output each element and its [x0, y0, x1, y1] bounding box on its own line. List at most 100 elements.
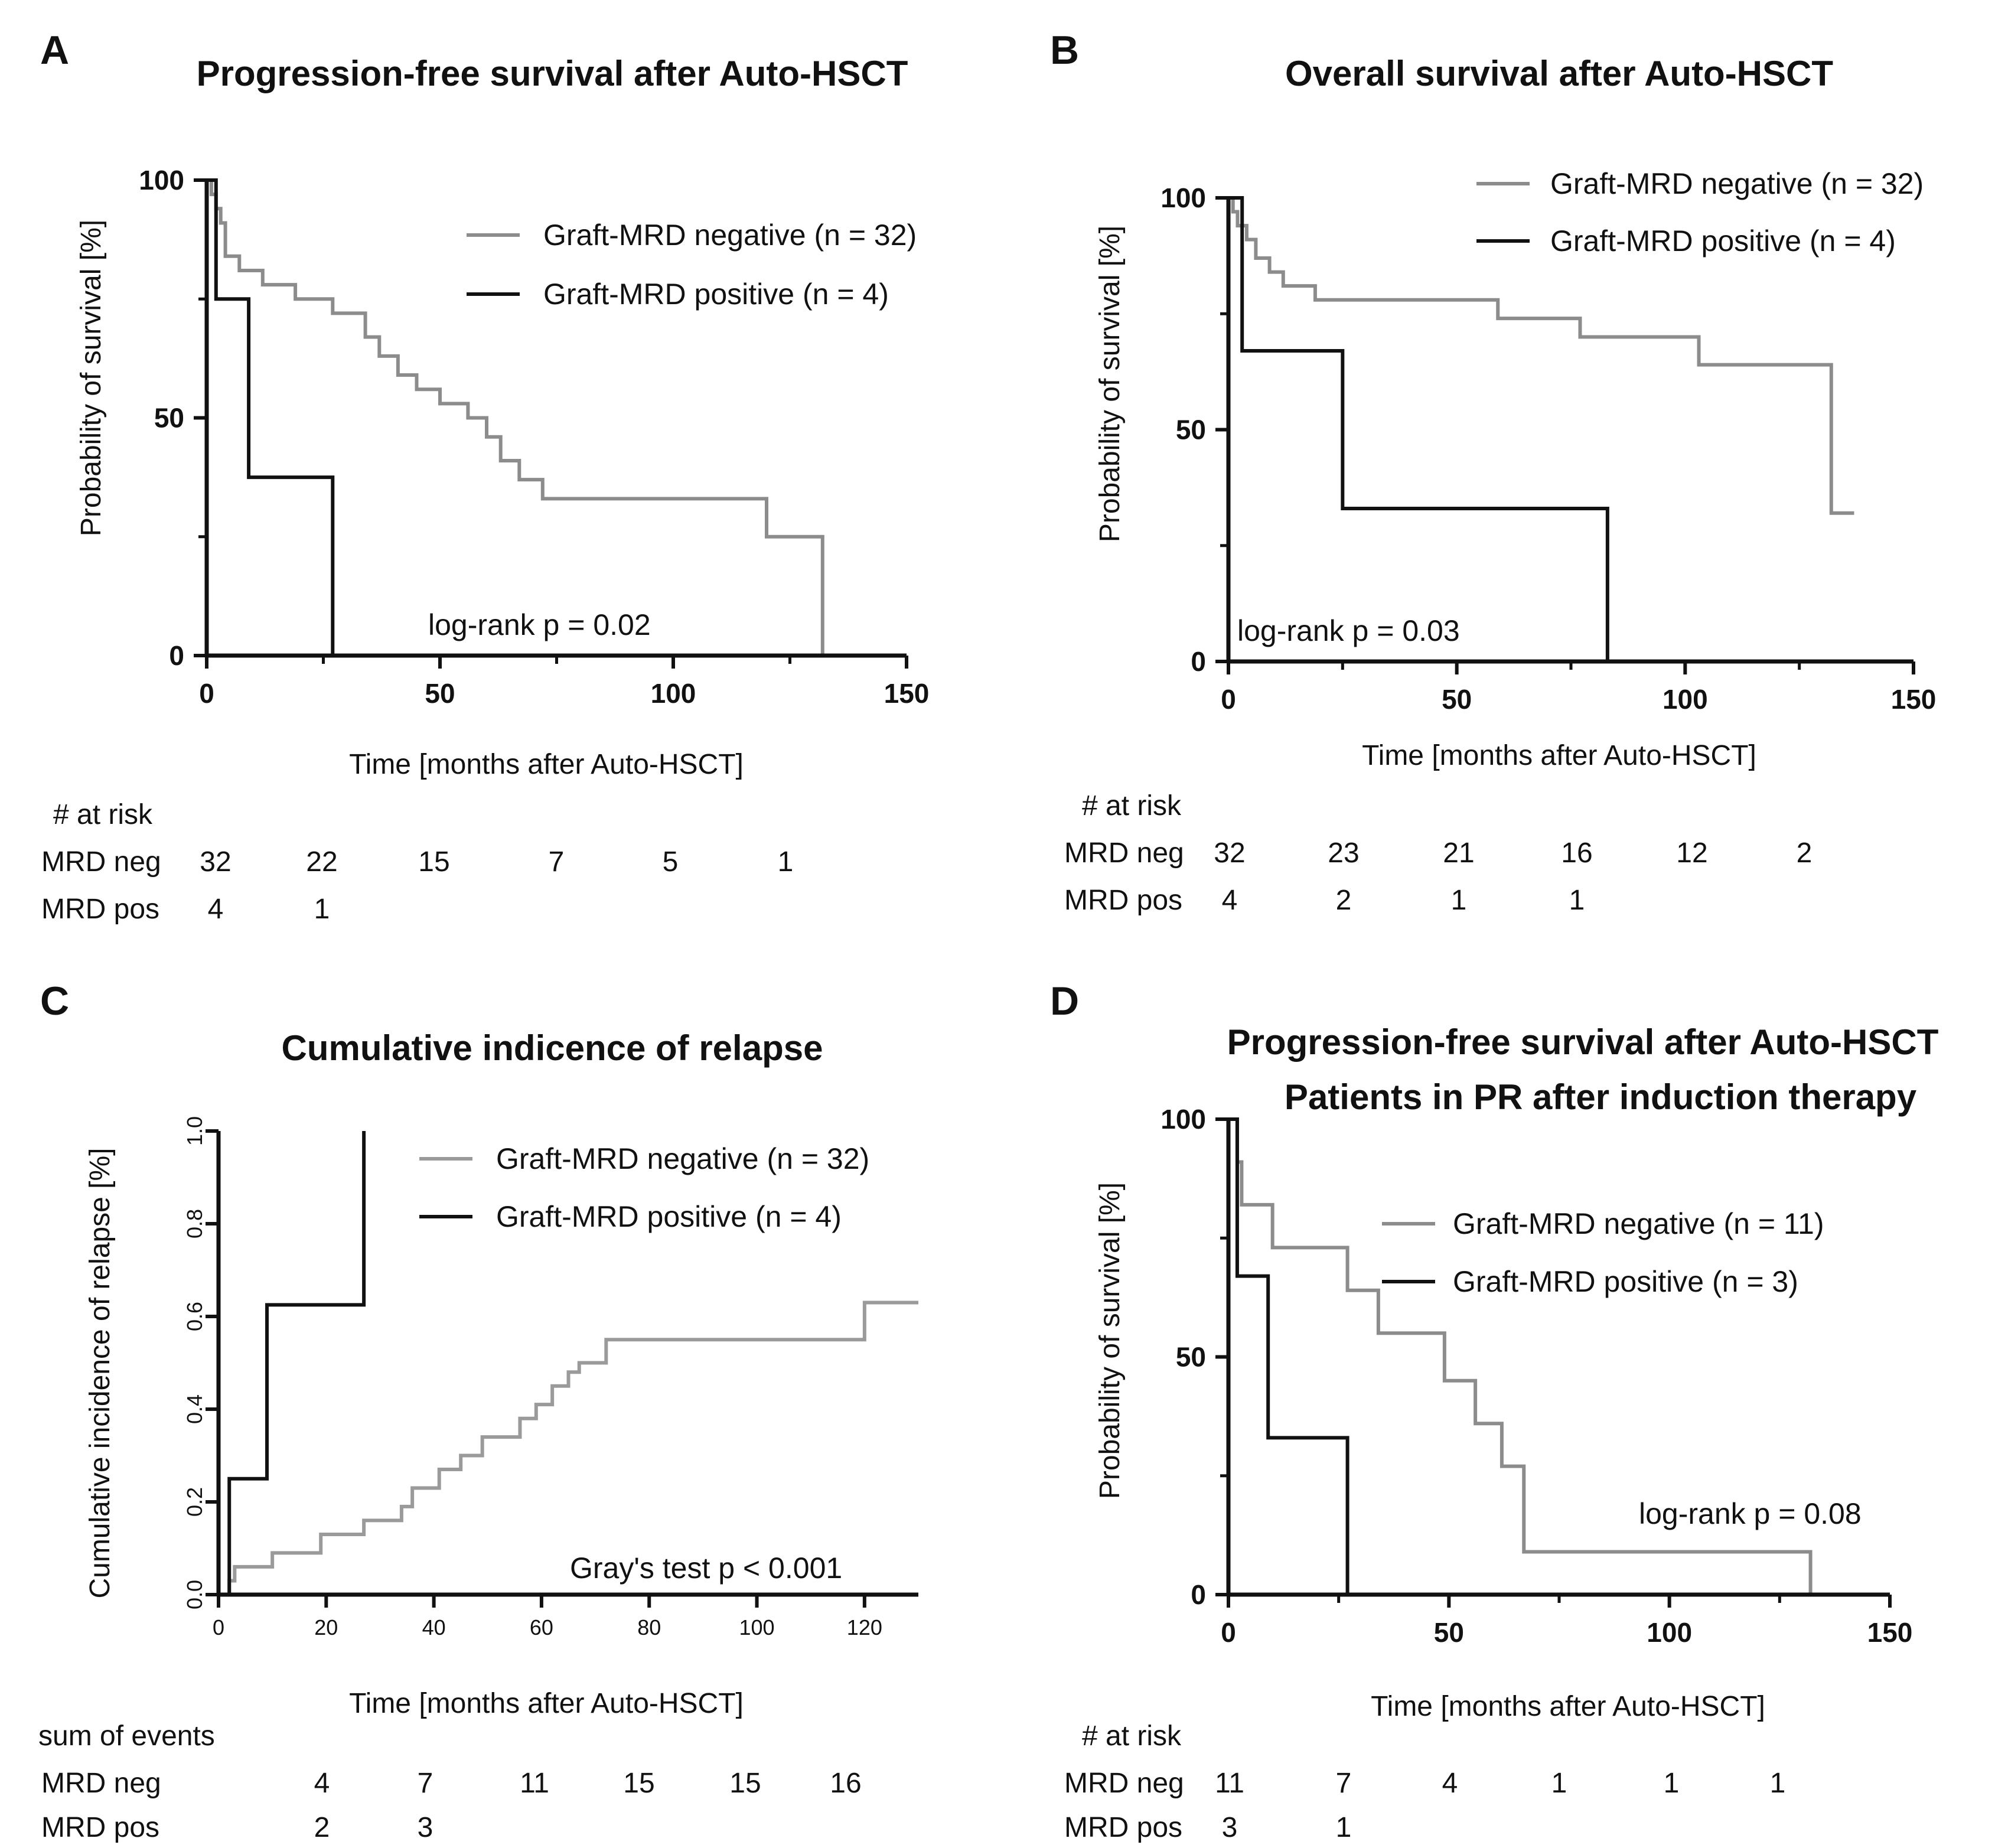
panel-c-y-tick-label: 0.6	[182, 1302, 207, 1331]
panel-c-events-neg-value: 15	[623, 1768, 654, 1799]
panel-b-risk-neg-value: 2	[1797, 837, 1813, 869]
panel-d-subtitle: Patients in PR after induction therapy	[1285, 1077, 1917, 1117]
panel-a-series-mrd-negative-line	[207, 178, 824, 656]
panel-a-risk-neg-value: 7	[549, 846, 565, 878]
panel-a-risk-header: # at risk	[53, 799, 153, 830]
panel-a-legend-negative: Graft-MRD negative (n = 32)	[543, 219, 917, 252]
panel-c-events-neg-value: 4	[314, 1768, 330, 1799]
panel-b-risk-neg-value: 21	[1443, 837, 1474, 869]
panel-b-series-mrd-negative-line	[1228, 196, 1854, 515]
panel-d-y-tick-label: 100	[1161, 1104, 1206, 1135]
panel-a-risk-neg-value: 15	[418, 846, 449, 878]
panel-c-x-tick-label: 0	[213, 1615, 224, 1640]
panel-c-events-pos-value: 2	[314, 1812, 330, 1843]
panel-b-series-mrd-positive-line	[1228, 196, 1609, 661]
panel-c-legend-positive: Graft-MRD positive (n = 4)	[496, 1200, 842, 1233]
panel-c-y-axis-label: Cumulative incidence of relapse [%]	[84, 1148, 116, 1598]
panel-a-x-tick-label: 100	[651, 678, 696, 709]
panel-a-risk-neg-value: 5	[663, 846, 679, 878]
panel-b: B Overall survival after Auto-HSCT Proba…	[1050, 28, 1936, 916]
panel-a-risk-label-neg: MRD neg	[41, 846, 161, 878]
panel-d-title: Progression-free survival after Auto-HSC…	[1227, 1022, 1939, 1062]
panel-c-x-tick-label: 60	[530, 1615, 553, 1640]
panel-d-x-tick-label: 50	[1434, 1617, 1464, 1648]
panel-d-logrank-p: log-rank p = 0.08	[1639, 1497, 1862, 1530]
panel-c-events-label-pos: MRD pos	[41, 1812, 159, 1843]
panel-b-y-tick-label: 100	[1161, 182, 1206, 213]
panel-b-x-tick-label: 0	[1221, 684, 1236, 715]
panel-a-risk-neg-value: 32	[200, 846, 231, 878]
panel-b-risk-pos-value: 2	[1336, 885, 1352, 916]
panel-c-events-label-neg: MRD neg	[41, 1768, 161, 1799]
panel-a-risk-neg-value: 22	[306, 846, 337, 878]
panel-b-risk-pos-value: 1	[1451, 885, 1467, 916]
panel-b-risk-neg-value: 23	[1328, 837, 1359, 869]
panel-d-y-tick-label: 50	[1176, 1342, 1206, 1373]
panel-letter-c: C	[40, 979, 69, 1024]
panel-c-x-axis-label: Time [months after Auto-HSCT]	[349, 1688, 744, 1719]
panel-d-legend-negative: Graft-MRD negative (n = 11)	[1453, 1207, 1824, 1240]
panel-c-events-pos-value: 3	[418, 1812, 433, 1843]
panel-b-risk-label-pos: MRD pos	[1064, 885, 1182, 916]
panel-d-risk-header: # at risk	[1082, 1720, 1182, 1752]
panel-c-events-header: sum of events	[38, 1720, 215, 1752]
panel-letter-d: D	[1050, 979, 1079, 1024]
panel-b-x-tick-label: 150	[1891, 684, 1937, 715]
panel-b-risk-neg-value: 16	[1561, 837, 1592, 869]
panel-c-grays-test-p: Gray's test p < 0.001	[570, 1552, 842, 1585]
panel-d-x-axis-label: Time [months after Auto-HSCT]	[1371, 1691, 1765, 1722]
panel-c-events-neg-value: 11	[520, 1768, 549, 1799]
panel-c-events-neg-value: 16	[830, 1768, 861, 1799]
panel-c-y-tick-label: 0.4	[182, 1394, 207, 1424]
panel-b-x-axis-label: Time [months after Auto-HSCT]	[1362, 740, 1756, 771]
panel-c-y-tick-label: 0.0	[182, 1580, 207, 1609]
panel-c: C Cumulative indicence of relapse Cumula…	[38, 979, 918, 1843]
panel-b-legend-positive: Graft-MRD positive (n = 4)	[1550, 224, 1896, 258]
panel-d-x-tick-label: 100	[1647, 1617, 1692, 1648]
panel-c-legend-negative: Graft-MRD negative (n = 32)	[496, 1142, 869, 1175]
panel-d-risk-pos-value: 3	[1222, 1812, 1238, 1843]
panel-a-title: Progression-free survival after Auto-HSC…	[197, 54, 908, 93]
panel-b-risk-label-neg: MRD neg	[1064, 837, 1184, 869]
panel-d-risk-neg-value: 11	[1215, 1768, 1244, 1799]
panel-a: A Progression-free survival after Auto-H…	[40, 28, 929, 925]
panel-d-risk-label-neg: MRD neg	[1064, 1768, 1184, 1799]
panel-a-risk-neg-value: 1	[778, 846, 794, 878]
panel-a-x-axis-label: Time [months after Auto-HSCT]	[349, 749, 744, 780]
panel-b-x-tick-label: 50	[1442, 684, 1472, 715]
panel-a-y-tick-label: 100	[139, 165, 184, 195]
panel-a-risk-pos-value: 4	[208, 894, 224, 925]
panel-b-y-axis-label: Probability of survival [%]	[1094, 226, 1126, 542]
panel-a-series-mrd-positive-line	[207, 178, 335, 656]
panel-d-risk-neg-value: 1	[1551, 1768, 1567, 1799]
panel-c-events-neg-value: 7	[418, 1768, 433, 1799]
panel-d-risk-neg-value: 1	[1664, 1768, 1680, 1799]
panel-b-x-tick-label: 100	[1662, 684, 1708, 715]
panel-d-series-mrd-negative-line	[1228, 1117, 1813, 1595]
panel-c-y-tick-label: 0.8	[182, 1209, 207, 1238]
panel-a-risk-label-pos: MRD pos	[41, 894, 159, 925]
panel-c-x-tick-label: 40	[422, 1615, 446, 1640]
panel-d-series-mrd-positive-line	[1228, 1117, 1349, 1595]
panel-d-y-axis-label: Probability of survival [%]	[1094, 1182, 1126, 1499]
panel-c-y-tick-label: 0.2	[182, 1487, 207, 1517]
panel-d-risk-neg-value: 4	[1442, 1768, 1458, 1799]
panel-d-risk-neg-value: 1	[1770, 1768, 1786, 1799]
panel-letter-a: A	[40, 28, 69, 73]
panel-c-series-mrd-positive-line	[219, 1131, 366, 1596]
panel-a-x-tick-label: 0	[199, 678, 214, 709]
panel-a-legend-positive: Graft-MRD positive (n = 4)	[543, 278, 889, 311]
panel-d-risk-label-pos: MRD pos	[1064, 1812, 1182, 1843]
panel-c-series-mrd-negative-line	[219, 1301, 918, 1596]
panel-d: D Progression-free survival after Auto-H…	[1050, 979, 1938, 1843]
panel-a-y-tick-label: 50	[154, 403, 184, 434]
panel-d-risk-neg-value: 7	[1336, 1768, 1352, 1799]
panel-a-x-tick-label: 150	[884, 678, 930, 709]
panel-b-title: Overall survival after Auto-HSCT	[1285, 54, 1833, 93]
panel-c-x-tick-label: 80	[637, 1615, 661, 1640]
panel-a-risk-pos-value: 1	[314, 894, 330, 925]
panel-b-legend-negative: Graft-MRD negative (n = 32)	[1550, 167, 1924, 200]
panel-b-y-tick-label: 50	[1176, 415, 1206, 445]
panel-b-risk-neg-value: 32	[1214, 837, 1245, 869]
